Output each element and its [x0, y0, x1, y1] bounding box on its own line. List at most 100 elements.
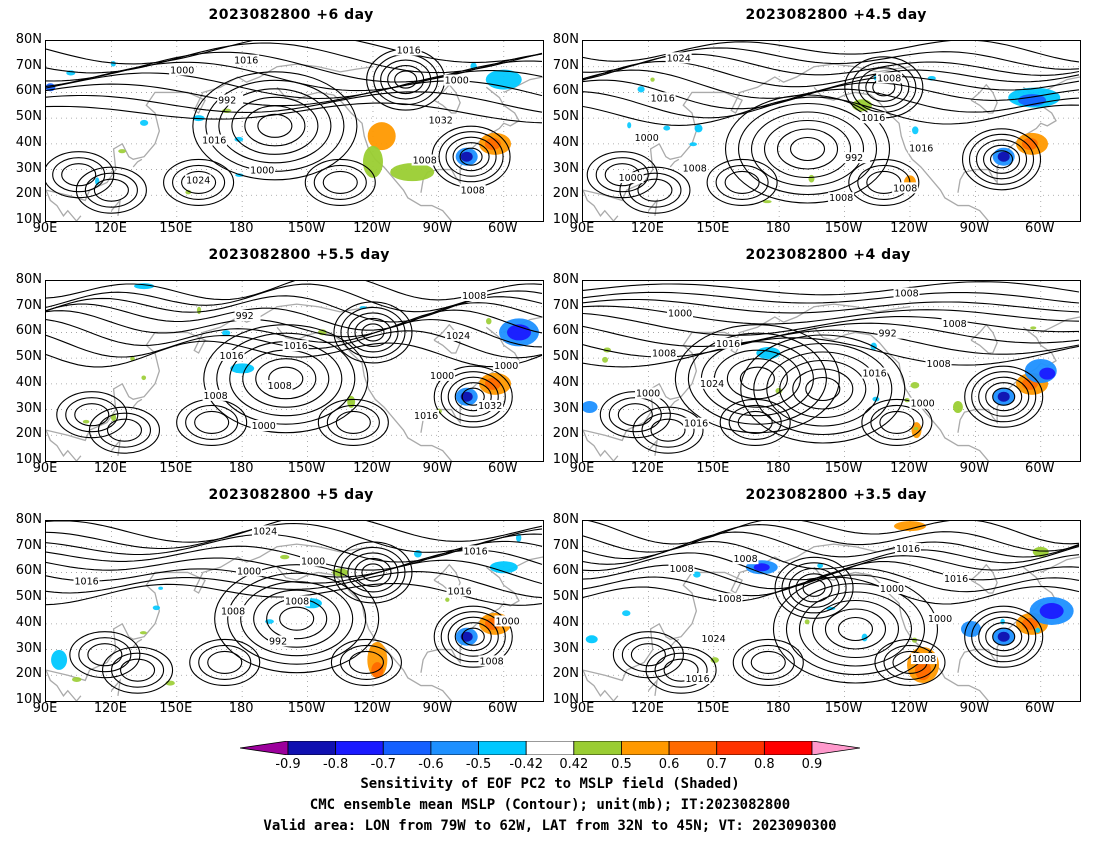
contour-labels: 1016 1008 1000 1016 1024 992 1008 1000 1032 1008 1… [202, 289, 520, 432]
lon-label: 120E [630, 221, 664, 236]
contour-label: 1008 [877, 73, 901, 84]
lat-label: 30N [15, 640, 42, 656]
contour-label: 1024 [253, 526, 277, 537]
lon-label: 120E [93, 701, 127, 716]
lon-label: 150W [824, 221, 863, 236]
lon-label: 150E [696, 461, 730, 476]
contour-label: 1008 [462, 291, 486, 302]
contour-label: 1000 [880, 584, 904, 595]
lon-label: 60W [1025, 221, 1055, 236]
grid-lines [583, 521, 1080, 701]
colorbar-segment [335, 741, 384, 755]
colorbar [240, 741, 860, 755]
lat-label: 80N [552, 32, 579, 47]
lat-label: 80N [552, 512, 579, 527]
contour-labels: 1000 1016 1008 992 1000 1008 1016 1000 1024 1008 1… [635, 287, 968, 430]
contour-label: 1032 [478, 401, 502, 412]
lat-label: 40N [552, 374, 579, 390]
contour-label: 1016 [861, 113, 885, 124]
lon-label: 180 [765, 701, 791, 716]
colorbar-segment [430, 741, 479, 755]
lon-label: 120E [93, 221, 127, 236]
lat-label: 70N [552, 297, 579, 313]
caption-line-3: Valid area: LON from 79W to 62W, LAT fro… [263, 818, 837, 834]
lon-label: 60W [488, 461, 518, 476]
contour-label: 1016 [944, 574, 968, 585]
lat-label: 10N [15, 212, 42, 227]
lon-label: 120W [890, 461, 928, 476]
contour-label: 1000 [496, 616, 520, 627]
lat-label: 10N [15, 452, 42, 467]
colorbar-label: 0.8 [754, 757, 775, 772]
colorbar-label: 0.5 [611, 757, 632, 772]
lon-label: 150W [824, 701, 863, 716]
contour-label: 1016 [863, 369, 887, 380]
contour-label: 1016 [447, 586, 471, 597]
lat-label: 10N [552, 212, 579, 227]
colorbar-extend-right [811, 741, 860, 755]
contour-label: 1008 [683, 163, 707, 174]
contour-label: 1000 [445, 76, 469, 87]
contour-label: 1008 [479, 656, 503, 667]
lat-label: 10N [552, 692, 579, 707]
lat-label: 20N [552, 426, 579, 442]
sensitivity-shading [585, 521, 1074, 683]
contour-label: 1000 [252, 421, 276, 432]
lat-label: 60N [552, 323, 579, 339]
lat-label: 70N [15, 537, 42, 553]
lon-label: 90W [959, 221, 990, 236]
lon-label: 60W [488, 221, 518, 236]
colorbar-segment [478, 741, 527, 755]
colorbar-segment [621, 741, 670, 755]
contour-label: 1024 [446, 331, 470, 342]
contour-label: 1008 [268, 381, 292, 392]
contour-label: 1000 [635, 133, 659, 144]
lat-label: 60N [15, 323, 42, 339]
lat-label: 40N [552, 614, 579, 630]
lat-label: 30N [15, 160, 42, 176]
contour-label: 1008 [829, 193, 853, 204]
contour-label: 1008 [204, 391, 228, 402]
caption-line-1: Sensitivity of EOF PC2 to MSLP field (Sh… [360, 776, 740, 792]
lon-label: 90E [569, 461, 595, 476]
mslp-contours [583, 521, 1080, 694]
contour-label: 1008 [717, 594, 741, 605]
lon-label: 150E [696, 701, 730, 716]
contour-label: 1000 [237, 566, 261, 577]
contour-label: 1000 [430, 371, 454, 382]
lon-label: 120W [890, 221, 928, 236]
lat-label: 80N [15, 272, 42, 287]
contour-label: 1008 [927, 359, 951, 370]
lon-label: 120E [630, 461, 664, 476]
panel-title: 2023082800 +6 day [208, 7, 374, 23]
lon-label: 90E [32, 221, 58, 236]
contour-label: 1016 [909, 143, 933, 154]
lat-label: 20N [15, 426, 42, 442]
mslp-contours [583, 281, 1080, 454]
map-frame: 1008 1000 992 1000 1016 1016 1008 1024 1008 1008 1… [582, 40, 1081, 222]
map-frame: 1000 1016 1008 992 1000 1008 1016 1000 1024 1008 1… [582, 280, 1081, 462]
colorbar-label: 0.9 [801, 757, 823, 772]
contour-label: 1000 [911, 399, 935, 410]
lat-label: 80N [15, 32, 42, 47]
map-svg: 1000 1008 1016 1016 1008 1024 1000 1008 1016 1008 [583, 521, 1080, 701]
lon-label: 150W [287, 221, 326, 236]
lon-label: 120E [93, 461, 127, 476]
contour-label: 1024 [700, 379, 724, 390]
contour-label: 1008 [912, 654, 936, 665]
colorbar-label: -0.42 [509, 757, 543, 772]
lat-label: 60N [15, 83, 42, 99]
contour-label: 1008 [669, 564, 693, 575]
sensitivity-shading [583, 313, 1057, 439]
lat-label: 70N [552, 57, 579, 73]
lon-label: 90E [32, 701, 58, 716]
contour-label: 1008 [895, 289, 919, 300]
contour-label: 1016 [234, 56, 258, 67]
lat-label: 10N [552, 452, 579, 467]
contour-label: 1008 [285, 596, 309, 607]
contour-labels: 1000 1008 1016 1016 1008 1024 1000 1008 1016 1008 [668, 543, 969, 685]
lon-label: 90W [959, 701, 990, 716]
contour-label: 1000 [636, 389, 660, 400]
map-svg: 1008 1016 1000 1016 1024 1008 992 1000 1008 1016 1… [46, 521, 543, 701]
coastlines [46, 543, 543, 701]
